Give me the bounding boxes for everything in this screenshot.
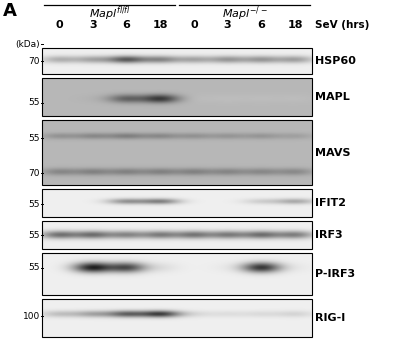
Text: 55: 55 [28, 134, 40, 143]
Text: 3: 3 [89, 20, 96, 30]
Bar [42, 120, 312, 185]
Text: MAVS: MAVS [315, 147, 350, 157]
Text: RIG-I: RIG-I [315, 313, 345, 323]
Text: 18: 18 [287, 20, 303, 30]
Text: HSP60: HSP60 [315, 56, 356, 66]
Text: 70: 70 [28, 56, 40, 65]
Text: P-IRF3: P-IRF3 [315, 269, 355, 279]
Text: 55: 55 [28, 230, 40, 239]
Text: 6: 6 [122, 20, 130, 30]
Bar [42, 299, 312, 337]
Bar [42, 78, 312, 116]
Text: (kDa): (kDa) [15, 39, 40, 48]
Text: IFIT2: IFIT2 [315, 198, 346, 208]
Text: A: A [3, 2, 17, 20]
Text: 18: 18 [152, 20, 168, 30]
Text: SeV (hrs): SeV (hrs) [315, 20, 369, 30]
Text: 0: 0 [55, 20, 63, 30]
Text: IRF3: IRF3 [315, 230, 343, 240]
Text: $\mathit{Mapl}^{-/-}$: $\mathit{Mapl}^{-/-}$ [222, 4, 267, 22]
Text: 0: 0 [190, 20, 198, 30]
Bar [42, 253, 312, 295]
Text: 70: 70 [28, 169, 40, 178]
Bar [42, 189, 312, 217]
Text: $\mathit{Mapl}^{fl/fl}$: $\mathit{Mapl}^{fl/fl}$ [89, 4, 130, 22]
Text: MAPL: MAPL [315, 92, 350, 102]
Text: 55: 55 [28, 263, 40, 272]
Text: 100: 100 [23, 312, 40, 321]
Bar [42, 48, 312, 74]
Text: 55: 55 [28, 98, 40, 107]
Bar [42, 221, 312, 249]
Text: 6: 6 [258, 20, 265, 30]
Text: 3: 3 [224, 20, 232, 30]
Text: 55: 55 [28, 200, 40, 209]
